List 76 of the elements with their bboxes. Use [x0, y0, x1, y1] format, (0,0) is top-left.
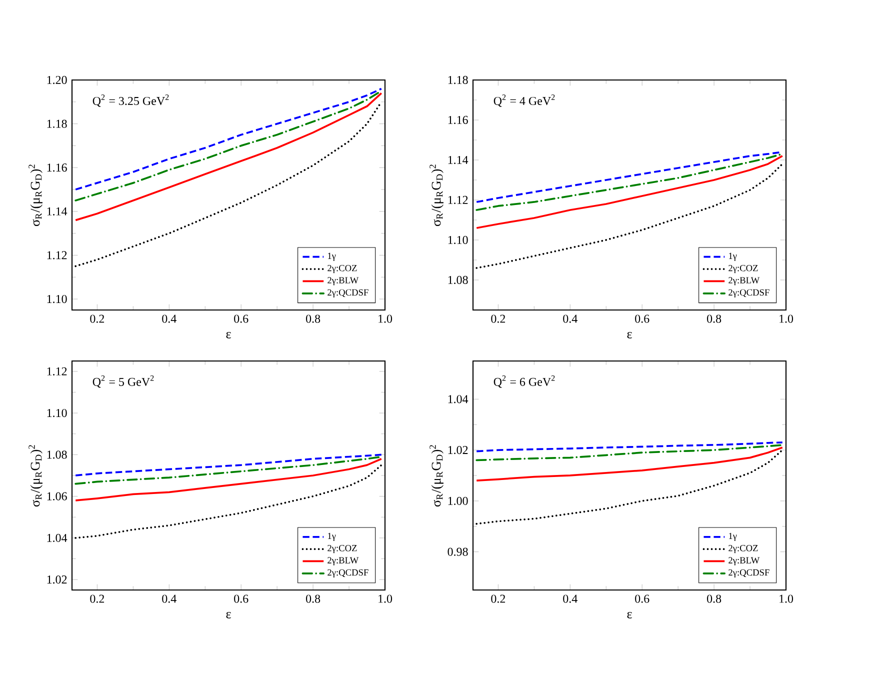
y-tick-label: 1.18	[448, 76, 468, 84]
legend-label: 2γ:COZ	[728, 544, 758, 554]
legend-label: 2γ:BLW	[328, 557, 359, 566]
line-series	[476, 155, 784, 229]
x-tick-label: 0.8	[707, 314, 722, 323]
legend-label: 2γ:BLW	[728, 277, 760, 286]
legend-label: 1γ	[328, 532, 336, 541]
x-tick-label: 0.8	[306, 314, 320, 323]
y-axis-title: σ$_{R}$/(μ$_{R}$G$_{D}$)$^{2}$	[430, 164, 444, 226]
y-axis-title: σ$_{R}$/(μ$_{R}$G$_{D}$)$^{2}$	[28, 164, 42, 226]
line-series	[476, 444, 784, 462]
x-tick-label: 0.4	[563, 594, 578, 603]
legend-label: 2γ:QCDSF	[328, 569, 368, 578]
legend-label: 2γ:QCDSF	[728, 289, 770, 298]
x-tick-label: 1.0	[780, 314, 794, 323]
x-axis-title: ε	[627, 332, 632, 338]
x-tick-label: 0.2	[491, 314, 506, 323]
y-axis-title: σ$_{R}$/(μ$_{R}$G$_{D}$)$^{2}$	[28, 445, 42, 507]
legend-label: 2γ:BLW	[728, 557, 760, 566]
y-tick-label: 1.08	[448, 276, 468, 284]
x-tick-label: 0.4	[563, 314, 578, 323]
y-tick-label: 1.08	[47, 450, 67, 459]
legend-label: 2γ:COZ	[328, 544, 357, 554]
y-tick-label: 1.12	[448, 196, 468, 204]
y-tick-label: 1.16	[448, 116, 468, 124]
x-tick-label: 0.8	[306, 594, 320, 603]
annotation: Q$^{2}$ = 6 GeV$^{2}$	[494, 375, 555, 388]
x-tick-label: 1.0	[378, 594, 392, 603]
line-series	[476, 449, 784, 525]
legend-label: 1γ	[729, 252, 737, 261]
y-tick-label: 1.00	[448, 496, 468, 506]
y-tick-label: 1.12	[47, 367, 67, 376]
annotation: Q$^{2}$ = 5 GeV$^{2}$	[92, 375, 154, 388]
line-series	[476, 441, 784, 452]
x-tick-label: 0.2	[90, 314, 104, 323]
y-tick-label: 1.10	[448, 236, 468, 244]
y-tick-label: 1.06	[47, 492, 67, 500]
y-tick-label: 0.98	[448, 548, 468, 556]
y-tick-label: 1.02	[448, 446, 468, 454]
y-tick-label: 1.12	[47, 251, 67, 260]
legend-label: 2γ:QCDSF	[728, 569, 770, 578]
x-tick-label: 0.4	[162, 594, 176, 603]
x-tick-label: 0.6	[635, 594, 650, 603]
legend-label: 2γ:COZ	[328, 264, 357, 274]
x-axis-title: ε	[627, 612, 632, 618]
y-tick-label: 1.04	[448, 395, 468, 404]
line-series	[74, 464, 382, 539]
x-tick-label: 0.8	[707, 594, 722, 603]
x-tick-label: 0.6	[234, 314, 248, 323]
x-axis-title: ε	[226, 612, 231, 618]
y-tick-label: 1.14	[47, 207, 68, 216]
legend-label: 2γ:COZ	[728, 264, 758, 274]
x-axis-title: ε	[226, 332, 231, 338]
y-tick-label: 1.20	[47, 76, 67, 84]
x-tick-label: 1.0	[378, 314, 392, 323]
x-tick-label: 0.6	[635, 314, 650, 323]
y-tick-label: 1.16	[47, 164, 67, 172]
y-tick-label: 1.18	[47, 120, 67, 128]
legend-label: 1γ	[328, 252, 336, 261]
legend-label: 1γ	[729, 532, 737, 541]
x-tick-label: 1.0	[780, 594, 794, 603]
annotation: Q$^{2}$ = 4 GeV$^{2}$	[494, 94, 555, 107]
y-tick-label: 1.04	[47, 534, 68, 542]
y-tick-label: 1.10	[47, 408, 67, 418]
legend-label: 2γ:QCDSF	[328, 289, 368, 298]
x-tick-label: 0.6	[234, 594, 248, 603]
annotation: Q$^{2}$ = 3.25 GeV$^{2}$	[92, 94, 169, 107]
y-axis-title: σ$_{R}$/(μ$_{R}$G$_{D}$)$^{2}$	[430, 445, 444, 507]
y-tick-label: 1.14	[448, 156, 468, 164]
x-tick-label: 0.4	[162, 314, 176, 323]
legend-label: 2γ:BLW	[328, 277, 359, 286]
x-tick-label: 0.2	[90, 594, 104, 603]
line-series	[476, 446, 784, 482]
x-tick-label: 0.2	[491, 594, 506, 603]
y-tick-label: 1.02	[47, 575, 67, 584]
y-tick-label: 1.10	[47, 294, 67, 304]
